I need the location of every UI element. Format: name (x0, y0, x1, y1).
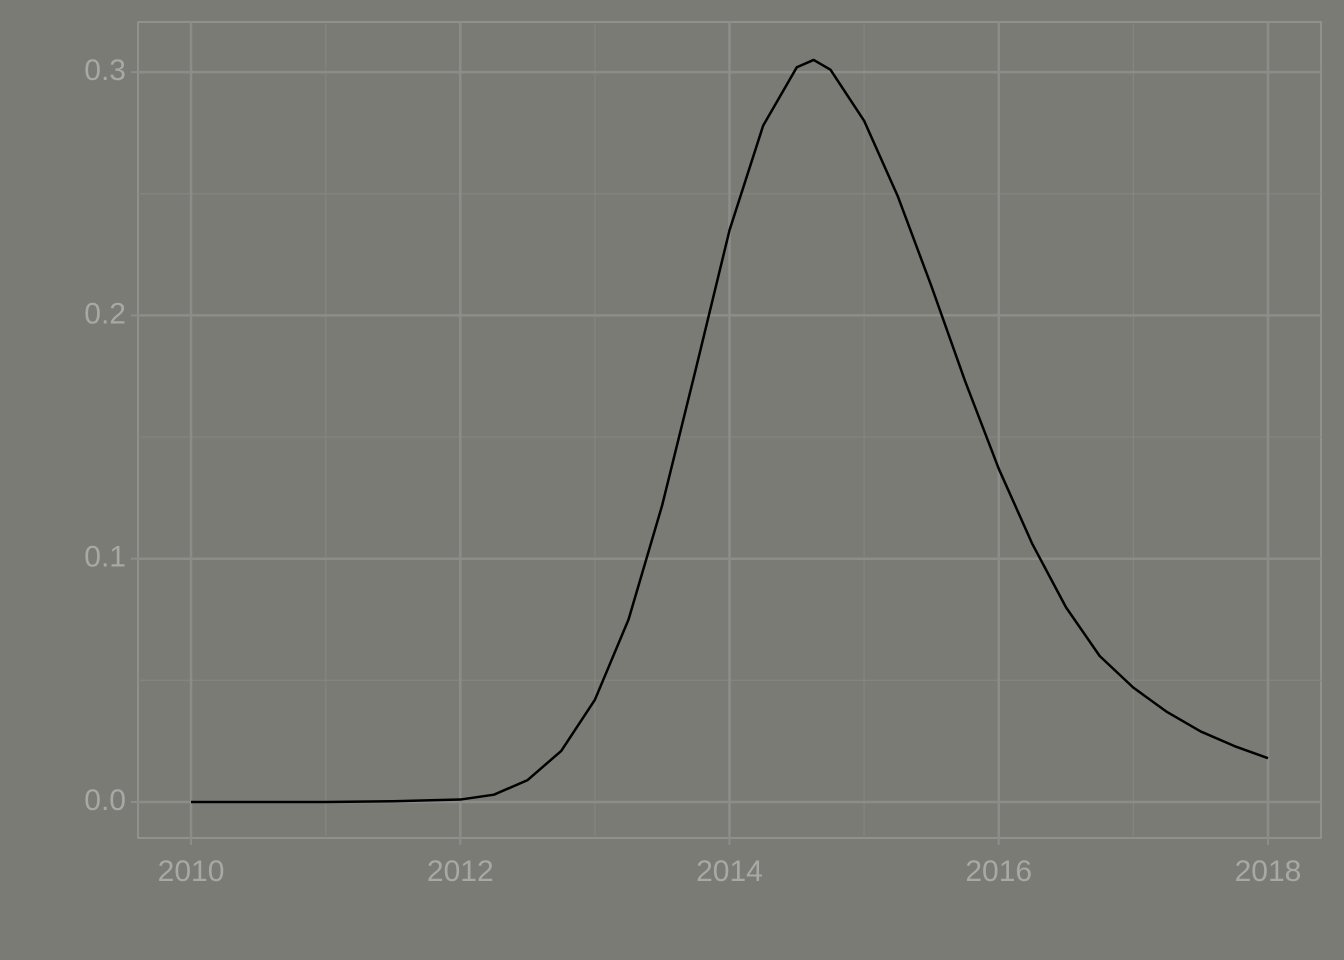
y-tick-label: 0.1 (84, 541, 126, 574)
y-tick-label: 0.0 (84, 784, 126, 817)
x-tick-label: 2014 (696, 855, 763, 888)
x-tick-label: 2016 (965, 855, 1032, 888)
x-tick-label: 2012 (427, 855, 494, 888)
line (191, 58, 1269, 804)
y-tick-label: 0.3 (84, 54, 126, 87)
y-tick-label: 0.2 (84, 297, 126, 330)
x-tick-label: 2010 (158, 855, 225, 888)
x-tick-label: 2018 (1235, 855, 1302, 888)
